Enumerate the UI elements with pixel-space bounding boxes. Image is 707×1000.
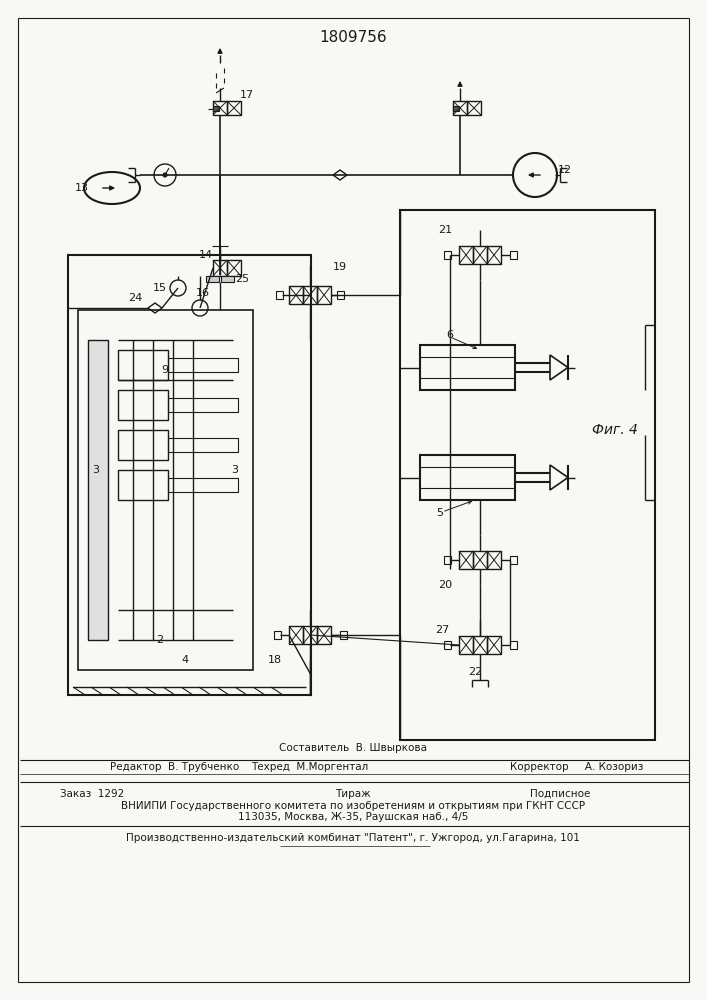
Text: 15: 15 <box>153 283 167 293</box>
Text: 14: 14 <box>199 250 213 260</box>
Bar <box>340 631 347 639</box>
Bar <box>221 276 234 282</box>
Text: Техред  М.Моргентал: Техред М.Моргентал <box>252 762 368 772</box>
Text: ВНИИПИ Государственного комитета по изобретениям и открытиям при ГКНТ СССР: ВНИИПИ Государственного комитета по изоб… <box>121 801 585 811</box>
Bar <box>168 398 238 412</box>
Bar <box>206 276 219 282</box>
Bar <box>213 260 227 276</box>
Text: 5: 5 <box>436 508 443 518</box>
Bar <box>289 286 303 304</box>
Bar <box>317 286 331 304</box>
Bar <box>510 641 517 649</box>
Text: Подписное: Подписное <box>530 789 590 799</box>
Bar <box>118 350 168 380</box>
Bar <box>227 101 241 115</box>
Bar <box>487 246 501 264</box>
Bar <box>168 358 238 372</box>
Bar <box>420 455 515 500</box>
Bar <box>303 626 317 644</box>
Bar <box>118 390 168 420</box>
Text: 9: 9 <box>161 365 168 375</box>
Bar <box>420 345 515 390</box>
Bar <box>317 626 331 644</box>
Bar <box>68 255 311 695</box>
Bar <box>487 551 501 569</box>
Text: Тираж: Тираж <box>335 789 370 799</box>
Bar <box>274 631 281 639</box>
Bar <box>467 101 481 115</box>
Text: Заказ  1292: Заказ 1292 <box>60 789 124 799</box>
Text: Производственно-издательский комбинат "Патент", г. Ужгород, ул.Гагарина, 101: Производственно-издательский комбинат "П… <box>126 833 580 843</box>
Text: 3: 3 <box>93 465 100 475</box>
Bar <box>276 291 283 299</box>
Text: 1809756: 1809756 <box>319 30 387 45</box>
Text: Корректор     А. Козориз: Корректор А. Козориз <box>510 762 643 772</box>
Text: 21: 21 <box>438 225 452 235</box>
Bar <box>289 626 303 644</box>
Bar <box>453 106 459 111</box>
Text: Редактор  В. Трубченко: Редактор В. Трубченко <box>110 762 239 772</box>
Text: 4: 4 <box>182 655 189 665</box>
Text: Фиг. 4: Фиг. 4 <box>592 423 638 437</box>
Bar <box>444 251 451 259</box>
Text: 12: 12 <box>558 165 572 175</box>
Text: 22: 22 <box>468 667 482 677</box>
Bar <box>400 210 655 740</box>
Bar <box>487 636 501 654</box>
Bar <box>444 556 451 564</box>
Text: 25: 25 <box>235 274 249 284</box>
Text: 13: 13 <box>75 183 89 193</box>
Bar <box>78 310 253 670</box>
Bar <box>213 101 227 115</box>
Bar <box>459 551 473 569</box>
Text: 20: 20 <box>438 580 452 590</box>
Text: 18: 18 <box>268 655 282 665</box>
Bar <box>473 636 487 654</box>
Text: 17: 17 <box>240 90 254 100</box>
Bar <box>227 260 241 276</box>
Bar <box>459 246 473 264</box>
Bar <box>168 438 238 452</box>
Text: 27: 27 <box>435 625 449 635</box>
Bar <box>473 551 487 569</box>
Bar <box>510 556 517 564</box>
Circle shape <box>163 173 167 177</box>
Text: 3: 3 <box>231 465 238 475</box>
Bar <box>459 636 473 654</box>
Bar <box>168 478 238 492</box>
Bar <box>118 470 168 500</box>
Bar <box>510 251 517 259</box>
Bar <box>303 286 317 304</box>
Text: 6: 6 <box>447 330 453 340</box>
Text: 16: 16 <box>196 288 210 298</box>
Bar <box>453 101 467 115</box>
Text: 24: 24 <box>128 293 142 303</box>
Text: 2: 2 <box>156 635 163 645</box>
Bar <box>444 641 451 649</box>
Bar <box>337 291 344 299</box>
Bar <box>88 340 108 640</box>
Bar <box>118 430 168 460</box>
Text: 19: 19 <box>333 262 347 272</box>
Text: 113035, Москва, Ж-35, Раушская наб., 4/5: 113035, Москва, Ж-35, Раушская наб., 4/5 <box>238 812 468 822</box>
Text: Составитель  В. Швыркова: Составитель В. Швыркова <box>279 743 427 753</box>
Bar <box>473 246 487 264</box>
Bar <box>213 106 219 111</box>
